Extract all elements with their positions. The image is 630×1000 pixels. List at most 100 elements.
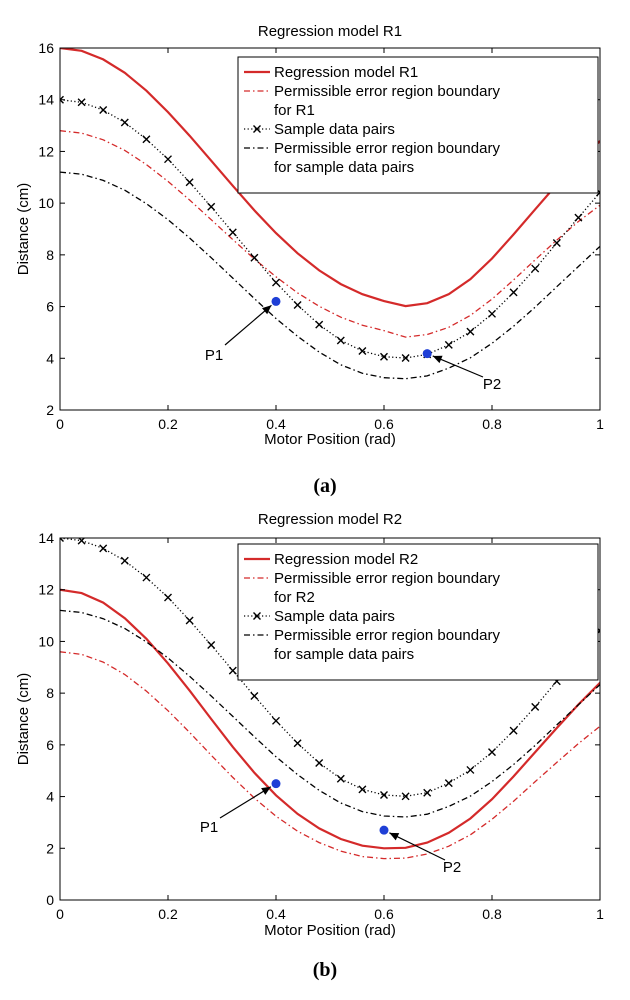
plot-area [60, 48, 600, 380]
y-tick-label: 8 [46, 247, 54, 263]
callout-arrowhead [389, 832, 400, 841]
legend-label: for sample data pairs [274, 159, 414, 176]
data-point-marker [120, 118, 129, 127]
y-tick-label: 4 [46, 350, 54, 366]
y-tick-label: 4 [46, 789, 54, 805]
panel-label: (b) [313, 959, 337, 981]
data-point-marker [315, 758, 324, 767]
data-point-marker [574, 213, 583, 222]
data-point-marker [293, 739, 302, 748]
legend-label: for R2 [274, 589, 315, 606]
legend-label: Permissible error region boundary [274, 627, 500, 644]
legend-label: for R1 [274, 102, 315, 119]
data-point-marker [401, 354, 410, 363]
data-point-marker [531, 264, 540, 273]
axes-box [59, 47, 601, 411]
data-point-marker [272, 278, 280, 287]
data-point-marker [531, 702, 540, 711]
callout-arrowhead [432, 355, 443, 364]
highlight-point-p1 [271, 779, 281, 789]
x-tick-label: 1 [596, 416, 604, 432]
callout-label-p1: P1 [200, 819, 218, 836]
data-point-marker [444, 779, 453, 788]
data-point-marker [466, 327, 475, 336]
data-point-marker [552, 238, 561, 247]
legend-label: Permissible error region boundary [274, 570, 500, 587]
x-tick-label: 0.4 [266, 906, 286, 922]
legend-label: Regression model R2 [274, 551, 418, 568]
callout-label-p1: P1 [205, 347, 223, 364]
data-point-marker [77, 98, 86, 107]
x-tick-label: 0.8 [482, 416, 502, 432]
legend-label: for sample data pairs [274, 646, 414, 663]
data-point-marker [185, 178, 194, 187]
y-tick-label: 10 [38, 195, 54, 211]
callout-label-p2: P2 [483, 376, 501, 393]
callout-arrowhead [261, 786, 271, 795]
series-line-1 [60, 48, 600, 308]
plot-area [60, 538, 600, 860]
data-point-marker [380, 352, 388, 361]
legend-label: Regression model R1 [274, 64, 418, 81]
legend-label: Permissible error region boundary [274, 140, 500, 157]
highlight-point-p2 [422, 349, 432, 359]
x-tick-label: 0.6 [374, 906, 394, 922]
series-line-2 [60, 130, 600, 338]
data-point-marker [336, 774, 345, 783]
data-point-marker [272, 716, 280, 725]
data-point-marker [488, 748, 496, 757]
y-tick-label: 10 [38, 633, 54, 649]
callout-arrow [432, 355, 484, 378]
data-point-marker [293, 301, 302, 310]
callout-arrowhead [261, 305, 272, 315]
callout-arrow [389, 832, 446, 861]
x-tick-label: 0.6 [374, 416, 394, 432]
data-point-marker [60, 538, 64, 542]
data-point-marker [207, 202, 216, 211]
data-point-marker [99, 544, 108, 553]
callout-arrow [219, 786, 272, 819]
axes-box [59, 537, 601, 901]
x-tick-label: 0 [56, 906, 64, 922]
data-point-marker [164, 593, 172, 602]
x-tick-label: 1 [596, 906, 604, 922]
y-tick-label: 2 [46, 840, 54, 856]
y-axis-label: Distance (cm) [15, 673, 32, 766]
data-point-marker [444, 340, 453, 349]
y-tick-label: 6 [46, 737, 54, 753]
data-point-marker [250, 253, 259, 262]
legend-box [237, 56, 599, 194]
data-point-marker [142, 135, 151, 144]
x-tick-label: 0.8 [482, 906, 502, 922]
legend-label: Sample data pairs [274, 608, 395, 625]
data-point-marker [358, 347, 367, 356]
series-line-4 [60, 171, 600, 380]
legend: Regression model R2 Permissible error reg… [237, 543, 599, 681]
chart-title: Regression model R1 [258, 23, 402, 40]
chart-title: Regression model R2 [258, 511, 402, 528]
panel-label: (a) [313, 475, 336, 497]
data-point-marker [423, 788, 432, 797]
x-axis-label: Motor Position (rad) [264, 922, 396, 939]
x-tick-label: 0.2 [158, 416, 178, 432]
callout-label-p2: P2 [443, 859, 461, 876]
data-point-marker [120, 556, 129, 565]
y-axis-label: Distance (cm) [15, 183, 32, 276]
data-point-marker [380, 791, 388, 800]
series-line-1 [60, 588, 600, 850]
data-point-marker [228, 666, 237, 675]
y-tick-label: 16 [38, 40, 54, 56]
data-point-marker [315, 320, 324, 329]
highlight-point-p2 [379, 825, 389, 835]
data-point-marker [466, 765, 475, 774]
legend-marker [253, 612, 261, 620]
y-tick-label: 0 [46, 892, 54, 908]
x-tick-label: 0.4 [266, 416, 286, 432]
series-line-4 [60, 609, 600, 818]
highlight-point-p1 [271, 296, 281, 306]
data-point-marker [60, 95, 64, 104]
y-tick-label: 12 [38, 582, 54, 598]
data-point-marker [185, 616, 194, 625]
